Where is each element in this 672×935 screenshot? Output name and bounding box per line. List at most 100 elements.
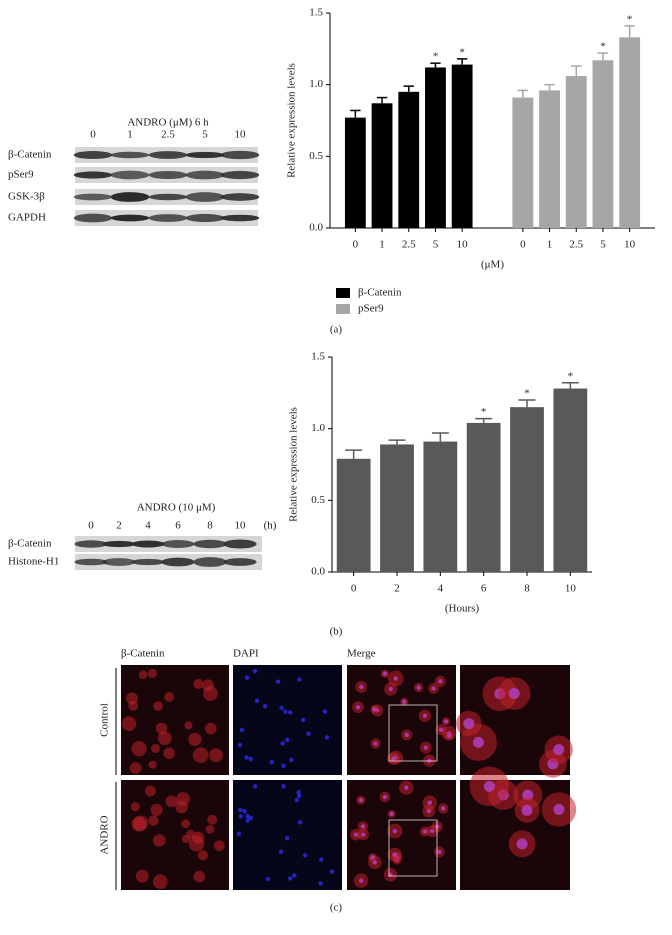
lane-label: 4 [145,520,151,532]
bar [451,64,473,228]
cell-cytoplasm [192,747,209,763]
cell-nucleus [269,759,274,765]
cell-nucleus [361,832,366,837]
blot-band [74,540,108,548]
cell-cytoplasm [193,678,204,689]
cell-cytoplasm [147,668,158,679]
cell-nucleus [401,699,407,705]
cell-cytoplasm [163,747,175,759]
lane-label: 1 [127,129,133,141]
blot-band [185,213,225,223]
lane-label: 0 [88,520,94,532]
cell-nucleus [244,675,250,680]
micrograph [233,665,342,775]
cell-cytoplasm [155,722,168,735]
cell-nucleus [322,709,328,714]
x-tick-label: 2 [394,583,400,595]
cell-nucleus [438,679,443,684]
x-axis-label: (μM) [481,259,504,271]
cell-nucleus [238,807,243,813]
cell-nucleus [393,676,398,681]
cell-nucleus [296,793,302,798]
blot-band [148,193,188,201]
cell-cytoplasm [193,870,206,883]
cell-nucleus [242,808,247,814]
cell-cytoplasm [184,721,193,730]
blot-band [131,558,165,566]
cell-nucleus [423,745,429,750]
bar [553,388,588,572]
bar [512,97,534,228]
cell-cytoplasm [121,716,137,731]
blot-band [220,193,260,201]
x-tick-label: 6 [481,583,487,595]
cell-nucleus [248,756,253,762]
x-tick-label: 2.5 [402,239,416,251]
cell-nucleus [288,876,293,881]
cell-cytoplasm [129,762,142,774]
cell-nucleus [248,815,254,821]
cell-cytoplasm [165,795,178,808]
row-label: pSer9 [8,169,34,181]
blot-band [185,151,225,159]
cell-nucleus [438,727,444,732]
cell-nucleus [426,808,431,814]
y-tick-label: 1.0 [309,78,323,90]
x-tick-label: 10 [624,239,636,251]
significance-mark: * [627,13,633,25]
cell-nucleus [236,831,242,836]
blot-title: ANDRO (10 μM) [137,502,216,514]
cell-nucleus [463,718,475,730]
cell-nucleus [508,688,520,700]
x-tick-label: 0 [520,239,526,251]
cell-nucleus [283,709,288,714]
blot-band [148,171,188,179]
blot-band [185,192,225,202]
lane-label: 2.5 [161,129,175,141]
cell-cytoplasm [138,670,148,679]
x-tick-label: 5 [600,239,606,251]
row-label: β-Catenin [8,538,52,550]
y-tick-label: 0.0 [309,222,323,234]
cell-nucleus [237,742,243,748]
cell-cytoplasm [157,731,172,746]
cell-nucleus [483,780,495,792]
cell-cytoplasm [207,814,218,825]
cell-cytoplasm [150,803,163,816]
cell-cytoplasm [186,829,195,839]
cell-nucleus [288,710,293,715]
bar [619,37,641,228]
x-tick-label: 5 [433,239,439,251]
cell-nucleus [382,794,388,800]
blot-band [185,170,225,180]
cell-nucleus [521,804,533,816]
bar [466,422,501,572]
cell-cytoplasm [153,874,168,890]
zoom-box [388,819,438,877]
cell-nucleus [355,704,361,710]
cell-nucleus [360,824,366,829]
cell-cytoplasm [208,748,223,763]
x-tick-label: 1 [547,239,553,251]
cell-nucleus [324,735,330,740]
cell-nucleus [372,707,377,712]
lane-label: 2 [116,520,122,532]
cell-cytoplasm [181,819,190,829]
cell-nucleus [252,668,258,674]
significance-mark: * [481,406,487,418]
cell-nucleus [382,671,388,676]
blot-band [220,170,260,180]
x-tick-label: 4 [438,583,444,595]
panel-label: (b) [330,626,343,638]
column-label: β-Catenin [121,648,165,660]
cell-nucleus [392,828,398,834]
cell-nucleus [431,686,436,691]
cell-nucleus [422,713,428,718]
cell-nucleus [244,755,249,760]
row-label: GAPDH [8,212,46,224]
blot-band [102,540,136,548]
column-label: Merge [347,648,376,660]
blot-band [102,558,136,566]
cell-nucleus [280,741,285,746]
cell-nucleus [292,873,297,878]
